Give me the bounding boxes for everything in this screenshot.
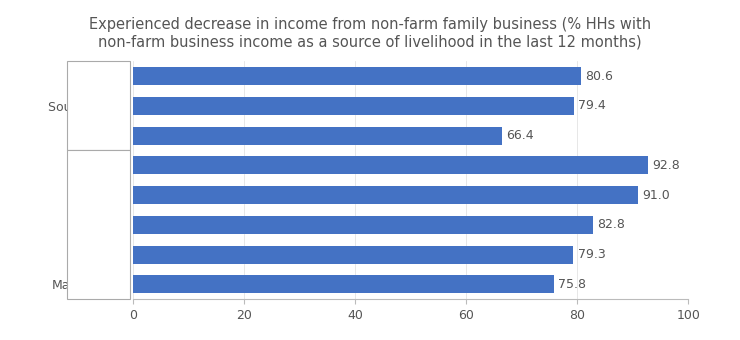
Bar xyxy=(133,67,580,85)
Bar xyxy=(133,216,593,234)
Bar xyxy=(133,275,554,293)
Bar xyxy=(133,97,574,115)
Text: 92.8: 92.8 xyxy=(653,159,680,172)
Text: 80.6: 80.6 xyxy=(585,70,613,83)
Bar xyxy=(133,186,638,204)
Text: 91.0: 91.0 xyxy=(642,189,670,202)
Text: 79.3: 79.3 xyxy=(578,248,605,261)
Bar xyxy=(133,127,502,144)
Text: 79.4: 79.4 xyxy=(579,99,606,112)
Text: June Surveys: June Surveys xyxy=(92,184,104,266)
Text: Experienced decrease in income from non-farm family business (% HHs with
non-far: Experienced decrease in income from non-… xyxy=(89,17,651,49)
Text: 66.4: 66.4 xyxy=(506,129,534,142)
Bar xyxy=(133,156,648,174)
Text: 82.8: 82.8 xyxy=(597,218,625,231)
Text: 75.8: 75.8 xyxy=(558,278,586,291)
Text: Surveys: Surveys xyxy=(105,81,118,131)
Bar xyxy=(133,245,574,264)
Text: May: May xyxy=(75,99,101,112)
